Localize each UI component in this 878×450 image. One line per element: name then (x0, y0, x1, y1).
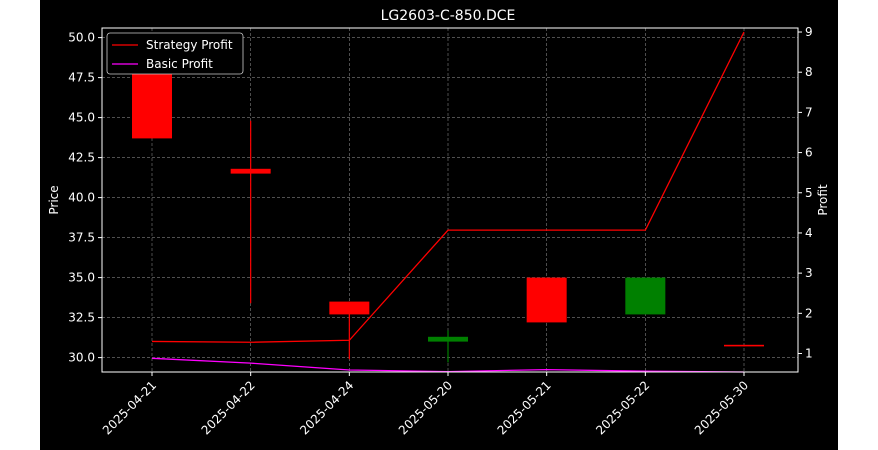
legend: Strategy Profit Basic Profit (106, 32, 244, 75)
y2-axis-label: Profit (816, 184, 830, 216)
figure-background (40, 0, 838, 450)
y2-tick-label: 1 (805, 347, 813, 361)
y2-tick-label: 8 (805, 65, 813, 79)
y-tick-label: 50.0 (68, 31, 95, 45)
price-axis-ticks: 30.0 32.5 35.0 37.5 40.0 42.5 45.0 47.5 50.0 (68, 31, 102, 365)
y-tick-label: 30.0 (68, 351, 95, 365)
candle-body (625, 277, 666, 315)
strategy-profit-line (151, 31, 745, 343)
y2-tick-label: 9 (805, 25, 813, 39)
candle-body (526, 277, 567, 323)
candle-body (724, 344, 764, 347)
y-axis-label: Price (47, 185, 61, 214)
y2-tick-label: 2 (805, 306, 813, 320)
y2-tick-label: 5 (805, 186, 813, 200)
y2-tick-label: 7 (805, 105, 813, 119)
y-tick-label: 40.0 (68, 191, 95, 205)
y-tick-label: 45.0 (68, 111, 95, 125)
y-tick-label: 35.0 (68, 271, 95, 285)
legend-box (106, 32, 244, 75)
legend-label: Strategy Profit (146, 38, 233, 52)
y-tick-label: 37.5 (68, 231, 95, 245)
legend-label: Basic Profit (146, 57, 213, 71)
candle-body (428, 336, 468, 342)
y2-tick-label: 6 (805, 146, 813, 160)
y2-tick-label: 3 (805, 266, 813, 280)
candle-body (329, 301, 370, 315)
y-tick-label: 42.5 (68, 151, 95, 165)
candle-body (230, 168, 271, 174)
chart-title: LG2603-C-850.DCE (381, 8, 516, 24)
y-tick-label: 32.5 (68, 311, 95, 325)
profit-axis-ticks: 1 2 3 4 5 6 7 8 9 (798, 25, 813, 361)
y2-tick-label: 4 (805, 226, 813, 240)
y-tick-label: 47.5 (68, 71, 95, 85)
plot-frame (101, 27, 799, 373)
